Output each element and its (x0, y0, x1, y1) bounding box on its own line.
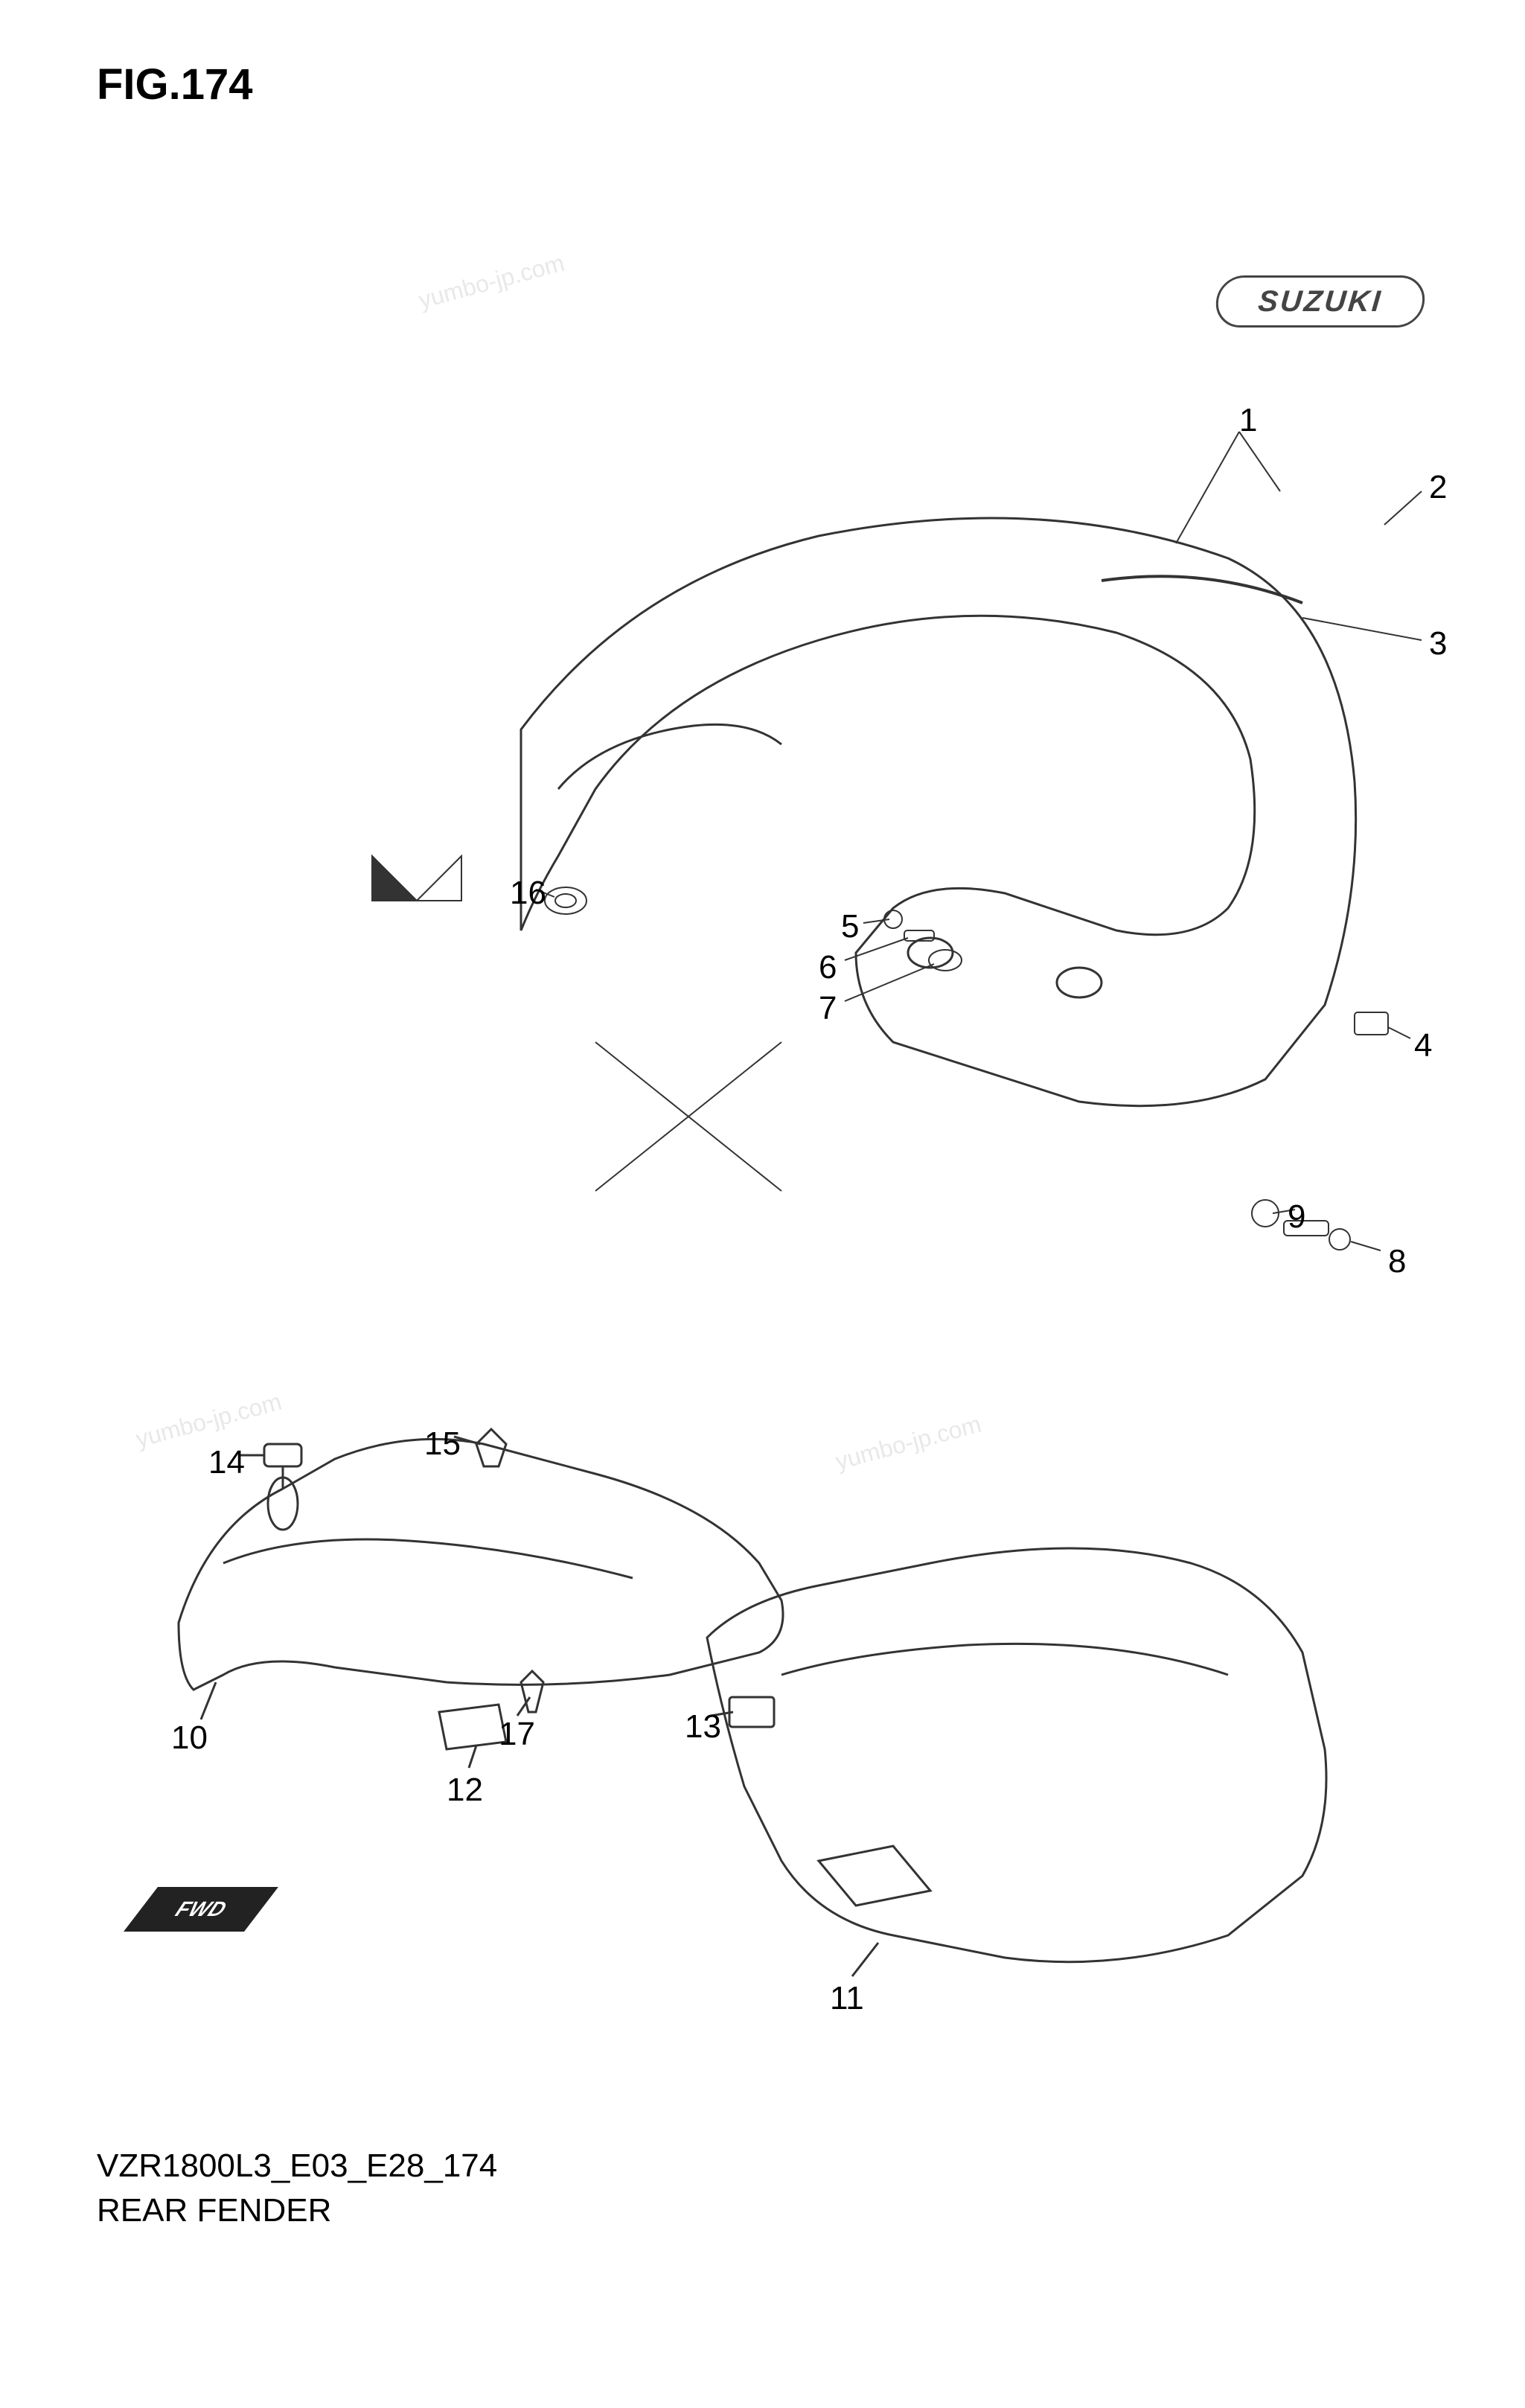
callout-8: 8 (1388, 1243, 1406, 1280)
callout-5: 5 (841, 908, 859, 945)
callout-9: 9 (1288, 1198, 1305, 1236)
callout-12: 12 (447, 1772, 483, 1809)
callout-7: 7 (819, 990, 837, 1027)
parts-diagram-svg (74, 223, 1451, 2010)
figure-title: FIG.174 (97, 60, 253, 109)
callout-15: 15 (424, 1425, 461, 1463)
footer-diagram-code: VZR1800L3_E03_E28_174 (97, 2147, 497, 2185)
footer-diagram-title: REAR FENDER (97, 2192, 331, 2229)
callout-11: 11 (830, 1980, 864, 2017)
mounting-bolt-part (1252, 1200, 1381, 1251)
rear-fender-lower-part (707, 1548, 1326, 1976)
callout-10: 10 (171, 1719, 208, 1757)
callout-4: 4 (1414, 1027, 1432, 1064)
callout-2: 2 (1429, 469, 1447, 506)
callout-3: 3 (1429, 625, 1447, 662)
clip-part (1355, 1012, 1410, 1038)
diagram-container: 1 2 3 4 5 6 7 8 9 10 11 12 13 14 15 16 1… (74, 223, 1451, 2010)
callout-14: 14 (208, 1444, 245, 1481)
callout-1: 1 (1239, 402, 1257, 439)
bolt-assembly-part (845, 910, 962, 1001)
callout-17: 17 (499, 1716, 535, 1753)
callout-6: 6 (819, 949, 837, 986)
suzuki-emblem: SUZUKI (1214, 275, 1427, 328)
callout-13: 13 (685, 1708, 721, 1746)
callout-16: 16 (510, 875, 546, 912)
reference-mark (372, 856, 781, 1191)
rear-fender-upper-part (521, 432, 1422, 1106)
